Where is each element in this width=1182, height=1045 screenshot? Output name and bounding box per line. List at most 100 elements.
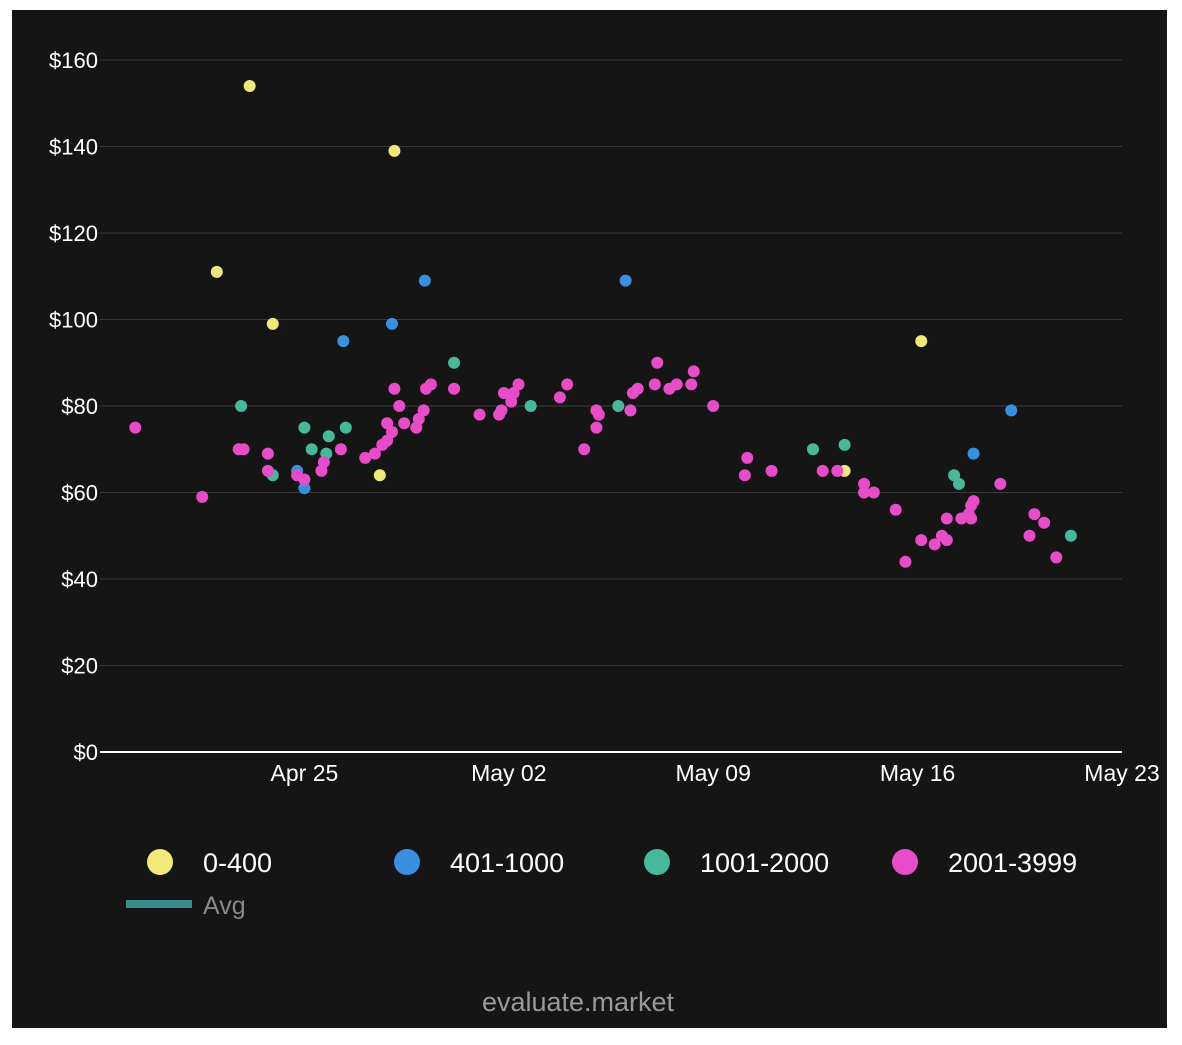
data-point [952, 477, 965, 490]
data-point [386, 317, 398, 330]
data-point [738, 469, 751, 482]
data-point [261, 447, 274, 460]
data-point [592, 408, 605, 421]
y-tick-label: $160 [49, 48, 98, 73]
data-point [831, 464, 844, 477]
data-point [393, 400, 406, 412]
data-point [524, 400, 537, 412]
legend-label: 0-400 [203, 848, 272, 878]
data-point [561, 378, 574, 391]
data-point [685, 378, 698, 391]
data-point [889, 503, 902, 516]
data-point [612, 400, 625, 412]
data-point [512, 378, 525, 391]
data-point [707, 400, 720, 412]
data-point [473, 408, 486, 421]
data-point [210, 265, 223, 278]
data-point [994, 477, 1007, 490]
legend-marker [892, 849, 918, 875]
scatter-chart: $160 $140 $120 $100 $80 $60 $40 $20 $0 Apr 25 May… [49, 48, 1160, 1017]
data-point [1028, 508, 1041, 521]
data-point [816, 464, 829, 477]
data-point [1023, 529, 1036, 542]
data-point [322, 430, 335, 443]
data-point [619, 274, 632, 287]
data-point [1050, 551, 1063, 564]
data-point [631, 382, 644, 395]
data-point [648, 378, 661, 391]
y-tick-label: $100 [49, 308, 98, 333]
x-tick-label: May 02 [471, 760, 546, 786]
data-point [334, 443, 347, 456]
data-point [915, 534, 928, 547]
data-point [765, 464, 778, 477]
legend-avg-label: Avg [203, 892, 246, 920]
data-point [298, 421, 311, 434]
data-point [388, 382, 401, 395]
data-point [373, 469, 386, 482]
data-point [266, 317, 279, 330]
data-point [670, 378, 683, 391]
data-point [337, 335, 350, 348]
data-point [1064, 529, 1077, 542]
y-tick-label: $60 [61, 481, 98, 506]
data-point [967, 495, 980, 508]
legend-label: 401-1000 [450, 848, 564, 878]
data-point [578, 443, 591, 456]
data-point [838, 438, 851, 451]
data-point [965, 512, 978, 525]
y-tick-label: $120 [49, 221, 98, 246]
data-point [359, 451, 372, 464]
y-tick-label: $80 [61, 394, 98, 419]
data-point [298, 482, 311, 495]
data-point [261, 464, 274, 477]
data-point [1038, 516, 1051, 529]
data-point [967, 447, 980, 460]
data-point [388, 144, 401, 157]
data-point [497, 387, 510, 400]
legend: 0-400 401-1000 1001-2000 2001-3999 Avg [126, 848, 1077, 920]
data-point [928, 538, 941, 551]
grid-lines [100, 59, 1122, 753]
y-tick-label: $0 [74, 740, 98, 765]
y-tick-label: $20 [61, 654, 98, 679]
data-point [317, 456, 330, 469]
data-point [298, 473, 311, 486]
legend-marker [147, 849, 173, 875]
data-point [624, 404, 637, 417]
data-point [417, 404, 430, 417]
data-point [590, 421, 603, 434]
watermark: evaluate.market [482, 987, 675, 1017]
y-tick-label: $140 [49, 135, 98, 160]
legend-avg-line [126, 900, 192, 908]
legend-label: 2001-3999 [948, 848, 1077, 878]
data-point [235, 400, 248, 412]
data-point [858, 477, 871, 490]
data-point [741, 451, 754, 464]
legend-marker [644, 849, 670, 875]
data-point [243, 79, 256, 92]
data-point [237, 443, 250, 456]
data-point [381, 417, 394, 430]
data-point [398, 417, 411, 430]
data-point [940, 534, 953, 547]
legend-label: 1001-2000 [700, 848, 829, 878]
legend-marker [394, 849, 420, 875]
data-point [1005, 404, 1018, 417]
data-points [129, 79, 1077, 568]
x-tick-label: May 16 [880, 760, 955, 786]
y-tick-label: $40 [61, 567, 98, 592]
data-point [196, 490, 209, 503]
x-tick-label: May 23 [1084, 760, 1159, 786]
x-tick-label: May 09 [675, 760, 750, 786]
data-point [858, 486, 871, 499]
data-point [806, 443, 819, 456]
data-point [867, 486, 880, 499]
data-point [424, 378, 437, 391]
chart-panel: $160 $140 $120 $100 $80 $60 $40 $20 $0 Apr 25 May… [12, 10, 1167, 1028]
data-point [448, 356, 461, 369]
data-point [448, 382, 461, 395]
data-point [687, 365, 700, 378]
data-point [418, 274, 431, 287]
x-axis: Apr 25 May 02 May 09 May 16 May 23 [271, 760, 1160, 786]
